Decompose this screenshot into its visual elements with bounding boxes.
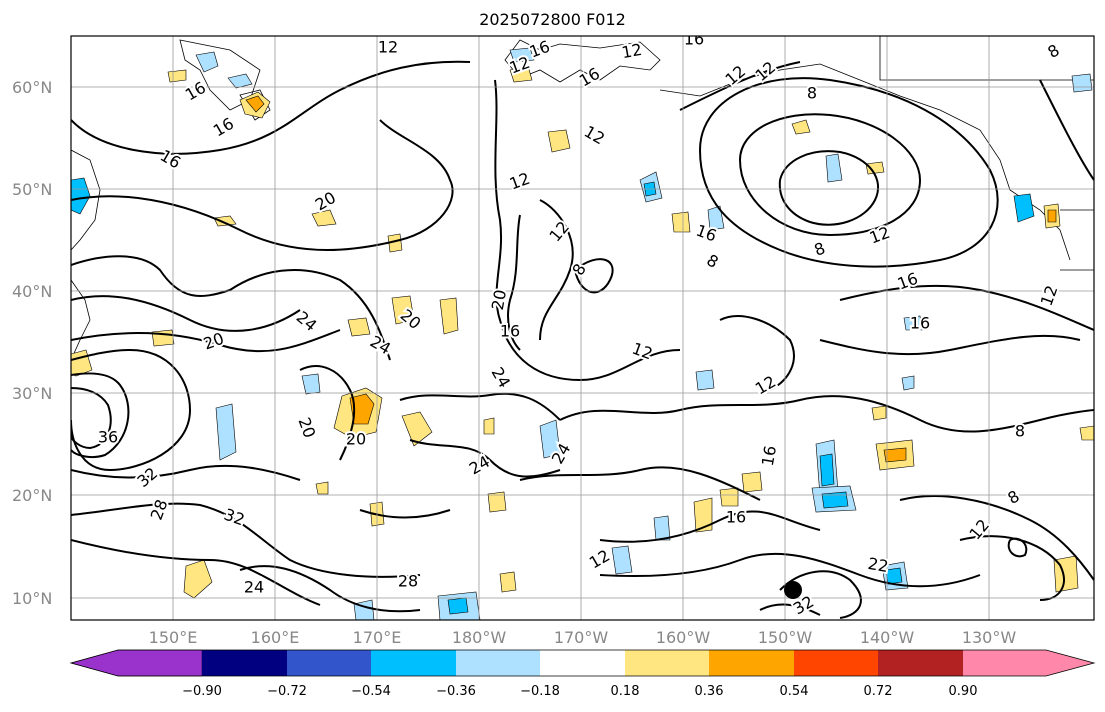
colorbar [69, 649, 1096, 677]
contour-label: 12 [721, 61, 749, 89]
colorbar-segment [202, 650, 287, 676]
lat-label-60n: 60°N [12, 78, 53, 97]
contour-label: 28 [147, 497, 172, 523]
storm-marker [784, 581, 802, 599]
lon-label-130w: 130°W [961, 628, 1017, 647]
contour-label: 28 [398, 572, 418, 591]
lon-label-150w: 150°W [757, 628, 813, 647]
colorbar-segment [878, 650, 963, 676]
contour-label: 12 [507, 169, 533, 194]
contour-label: 16 [182, 78, 209, 105]
contour-label: 16 [500, 322, 520, 341]
colorbar-segment [709, 650, 794, 676]
lon-label-140w: 140°W [859, 628, 915, 647]
contour-label: 20 [201, 329, 227, 354]
contour-label: 12 [378, 38, 398, 57]
contour-label: 20 [312, 188, 339, 215]
contour-label: 8 [812, 238, 828, 259]
lat-label-30n: 30°N [12, 384, 53, 403]
colorbar-segment [540, 650, 625, 676]
colorbar-tick: −0.54 [351, 684, 391, 699]
contour-label: 36 [98, 428, 118, 447]
contour-label: 24 [466, 452, 493, 479]
contour-label: 8 [703, 250, 721, 272]
colorbar-tick: 0.36 [694, 684, 724, 699]
chart-title: 2025072800 F012 [479, 10, 626, 29]
contour-label: 12 [545, 217, 573, 245]
colorbar-segment [287, 650, 371, 676]
contour-label: 12 [620, 40, 643, 62]
contour-label: 12 [1037, 283, 1062, 309]
colorbar-tick: −0.36 [436, 684, 476, 699]
contour-label: 20 [295, 415, 320, 441]
contour-label: 20 [488, 288, 510, 311]
colorbar-tick: 0.54 [779, 684, 809, 699]
colorbar-segment [963, 650, 1094, 676]
colorbar-tick: −0.90 [182, 684, 222, 699]
contour-label: 12 [581, 122, 608, 149]
colorbar-segment [794, 650, 878, 676]
lat-label-50n: 50°N [12, 180, 53, 199]
contour-label: 16 [210, 114, 237, 141]
lat-label-10n: 10°N [12, 589, 53, 608]
contour-label: 12 [630, 339, 656, 364]
contour-label: 8 [1004, 486, 1022, 508]
lon-label-150e: 150°E [148, 628, 198, 647]
contour-label: 8 [1044, 40, 1062, 62]
contour-label: 12 [867, 223, 893, 248]
colorbar-tick: 0.72 [863, 684, 893, 699]
lat-label-40n: 40°N [12, 282, 53, 301]
plot-frame [70, 35, 1095, 621]
colorbar-segment [456, 650, 540, 676]
contour-label: 8 [807, 84, 817, 103]
lon-label-180w: 180°W [451, 628, 507, 647]
contour-label: 32 [133, 463, 161, 491]
colorbar-tick: 0.18 [610, 684, 640, 699]
grid [71, 36, 1094, 620]
colorbar-tick: −0.18 [520, 684, 560, 699]
colorbar-tick: −0.72 [267, 684, 307, 699]
contour-label: 16 [684, 30, 704, 49]
colorbar-segment [371, 650, 456, 676]
lon-label-170e: 170°E [352, 628, 402, 647]
contour-label: 12 [752, 372, 779, 399]
lon-label-170w: 170°W [553, 628, 609, 647]
contour-label: 16 [910, 314, 930, 333]
contour-label: 16 [576, 64, 603, 91]
contour-label: 22 [866, 554, 889, 576]
contour-label: 16 [895, 269, 921, 294]
contour-label: 16 [157, 146, 184, 173]
shaded-patches [71, 47, 1094, 620]
contour-label: 20 [346, 430, 366, 449]
colorbar-tick: 0.90 [948, 684, 978, 699]
contour-label: 24 [244, 578, 264, 597]
colorbar-segment [70, 649, 203, 677]
contour-label: 8 [1015, 422, 1025, 441]
contour-label: 16 [726, 508, 746, 527]
contour-label: 12 [586, 546, 613, 573]
lat-label-20n: 20°N [12, 486, 53, 505]
contour-lines [71, 60, 1094, 619]
contour-label: 24 [367, 332, 394, 359]
colorbar-segment [625, 650, 709, 676]
lon-label-160w: 160°W [655, 628, 711, 647]
contour-label: 24 [488, 364, 515, 391]
contour-label: 16 [758, 444, 780, 467]
lon-label-160e: 160°E [250, 628, 300, 647]
